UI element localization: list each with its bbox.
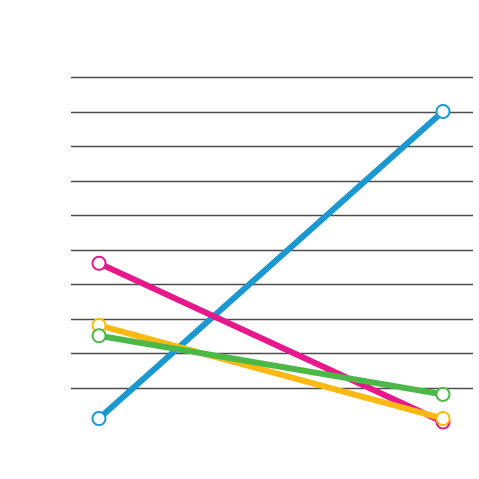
series-2-point-start xyxy=(91,255,107,271)
series-1-point-start xyxy=(91,411,107,427)
series-4-point-end xyxy=(435,386,451,402)
series-line-2 xyxy=(96,260,446,425)
series-1-point-end xyxy=(435,104,451,119)
series-line-3 xyxy=(96,322,446,422)
series-3-point-end xyxy=(435,411,451,427)
series-group xyxy=(91,104,451,430)
series-4-point-start xyxy=(91,328,107,344)
series-line-4 xyxy=(96,332,446,398)
series-line-1 xyxy=(96,108,446,422)
